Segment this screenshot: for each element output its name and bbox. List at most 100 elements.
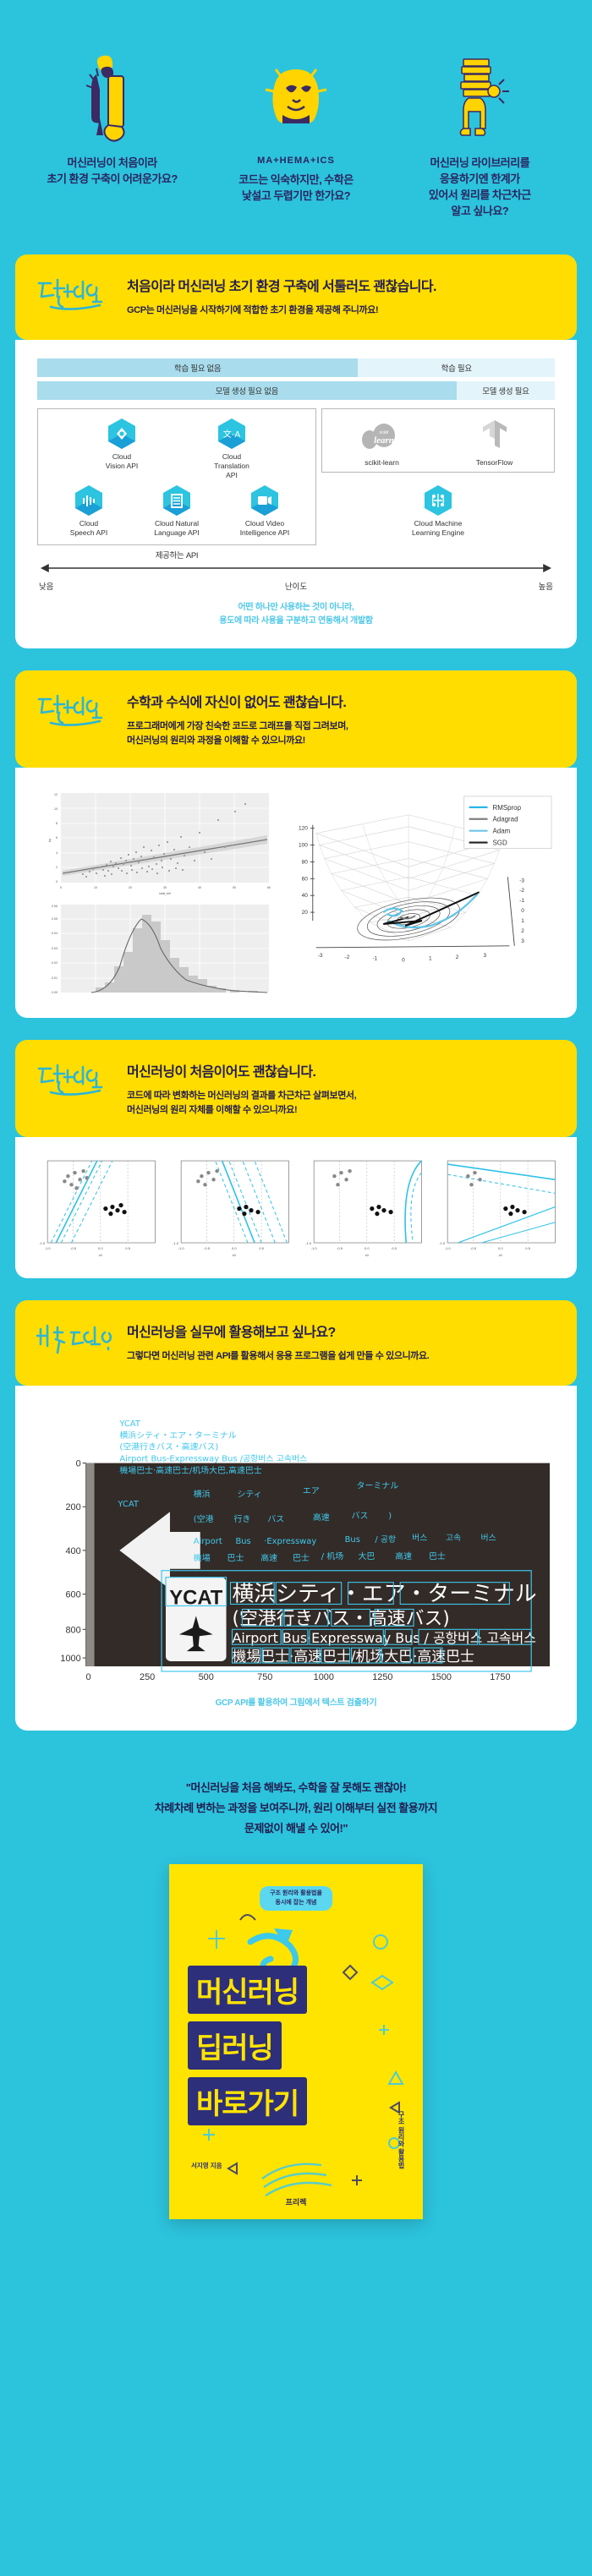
svg-text:0.05: 0.05: [52, 917, 58, 921]
mathematics-wordmark: MA+HEMA+ICS: [257, 156, 335, 166]
svg-text:250: 250: [140, 1672, 155, 1682]
svg-text:): ): [388, 1512, 392, 1521]
svg-text:0: 0: [76, 1459, 81, 1469]
difficulty-axis-arrow: [40, 563, 552, 572]
section-1-subtitle: GCP는 머신러닝을 시작하기에 적합한 초기 환경을 제공해 주니까요!: [127, 305, 379, 316]
gcp-bar-row-1: 학습 필요 없음 학습 필요: [37, 358, 555, 378]
classifier-panels: -1.0 -1.0 -0.5 0.0 0.5 x0: [32, 1156, 560, 1258]
svg-text:-1.0: -1.0: [173, 1241, 179, 1245]
svg-text:scikit: scikit: [379, 430, 389, 435]
svg-text:20: 20: [302, 911, 309, 916]
classifier-panel-1: -1.0 -1.0 -0.5 0.0 0.5 x0: [32, 1156, 161, 1258]
trace-rmsprop: [387, 893, 479, 929]
closing-line-2: 차례차례 변하는 과정을 보여주니까, 원리 이해부터 실전 활용까지: [154, 1801, 438, 1814]
svg-text:1000: 1000: [314, 1672, 334, 1682]
library-label-scikit-learn: scikit-learn: [365, 458, 399, 468]
book-title-line-2: 딥러닝: [188, 2021, 282, 2070]
svg-text:-2: -2: [345, 954, 350, 960]
svg-text:/ 机场: / 机场: [321, 1551, 343, 1561]
api-item-cloud-vision: Cloud Vision API: [85, 418, 158, 479]
svg-text:巴士: 巴士: [227, 1552, 244, 1563]
svg-text:800: 800: [65, 1625, 80, 1635]
svg-text:750: 750: [257, 1672, 272, 1682]
svg-text:-1.0: -1.0: [305, 1241, 312, 1245]
section-1-card: 학습 필요 없음 학습 필요 모델 생성 필요 없음 모델 생성 필요: [15, 340, 577, 648]
library-tensorflow: TensorFlow: [461, 418, 529, 467]
svg-text:Airport Bus-Expressway Bus /공항: Airport Bus-Expressway Bus /공항버스 고속버스: [119, 1454, 307, 1464]
svg-text:高速: 高速: [260, 1552, 277, 1563]
svg-text:-0.5: -0.5: [470, 1246, 477, 1250]
svg-text:tip: tip: [48, 839, 52, 842]
svg-text:x0: x0: [232, 1253, 236, 1257]
hero-section: 머신러닝이 처음이라 초기 환경 구축이 어려운가요? MA+HEMA+ICS: [0, 0, 592, 243]
svg-text:20: 20: [129, 886, 132, 889]
section-2-text: 수학과 수식에 자신이 없어도 괜찮습니다. 프로그래머에게 가장 친숙한 코드…: [127, 687, 558, 749]
svg-text:0.5: 0.5: [259, 1246, 264, 1250]
svg-text:-0.5: -0.5: [337, 1246, 343, 1250]
api-item-cloud-video-intelligence: Cloud Video Intelligence API: [228, 484, 301, 537]
svg-text:-1.0: -1.0: [444, 1246, 451, 1250]
section-2-subtitle: 프로그래머에게 가장 친숙한 코드로 그래프를 직접 그려보며, 머신러닝의 원…: [127, 720, 348, 747]
svg-text:6: 6: [56, 836, 58, 840]
hero-column-2: MA+HEMA+ICS 코드는 익숙하지만, 수학은 낯설고 두렵기만 한가요?: [211, 51, 381, 205]
section-3-title: 머신러닝이 처음이어도 괜찮습니다.: [127, 1064, 316, 1080]
cloud-ml-engine-label: Cloud Machine Learning Engine: [412, 519, 464, 537]
classifier-panel-3: -1.0 -1.0 -0.5 0.0 0.5 x0: [299, 1156, 427, 1258]
book-cover[interactable]: 구조 원리와 활용법을 동시에 잡는 개념 머신러닝 딥러닝 바로가기 서지영 …: [169, 1864, 423, 2220]
brush-lettering-3: [34, 1057, 115, 1107]
svg-text:バス: バス: [352, 1511, 369, 1521]
hero-text-2: 코드는 익숙하지만, 수학은 낯설고 두렵기만 한가요?: [238, 173, 354, 202]
svg-text:0.0: 0.0: [498, 1246, 503, 1250]
svg-text:1250: 1250: [372, 1672, 392, 1682]
api-label-cloud-video-intelligence: Cloud Video Intelligence API: [239, 519, 290, 537]
svg-text:-1.0: -1.0: [311, 1246, 318, 1250]
svg-text:x0: x0: [99, 1253, 103, 1257]
svg-text:·Expressway: ·Expressway: [264, 1537, 316, 1546]
svg-text:3: 3: [521, 938, 524, 944]
optimizer-3d-figure: 120 100 80 60 40 20: [282, 786, 560, 996]
svg-text:고속: 고속: [446, 1533, 461, 1543]
legend-adagrad: Adagrad: [492, 816, 518, 823]
hero-column-3: 머신러닝 라이브러리를 응용하기엔 한계가 있어서 원리를 차근차근 알고 싶나…: [395, 51, 564, 219]
svm-panel-3: -1.0 -1.0 -0.5 0.0 0.5 x0: [305, 1160, 423, 1257]
svg-text:60: 60: [267, 886, 271, 889]
svg-text:0.0: 0.0: [365, 1246, 370, 1250]
svg-text:行き: 行き: [233, 1513, 250, 1524]
book-author: 서지영 지음: [191, 2161, 222, 2169]
svg-text:버스: 버스: [412, 1533, 427, 1543]
book-title-line-1: 머신러닝: [188, 1966, 308, 2015]
svg-text:0.0: 0.0: [232, 1246, 237, 1250]
scikit-learn-logo: scikit learn: [361, 424, 395, 450]
svg-text:600: 600: [65, 1590, 80, 1600]
classifier-panel-2: -1.0 -1.0 -0.5 0.0 0.5 x0: [166, 1156, 294, 1258]
svg-text:Bus: Bus: [235, 1537, 250, 1546]
library-label-tensorflow: TensorFlow: [475, 458, 513, 468]
svg-text:バス: バス: [267, 1514, 284, 1524]
svg-text:10: 10: [54, 807, 58, 811]
hero-text-3: 머신러닝 라이브러리를 응용하기엔 한계가 있어서 원리를 차근차근 알고 싶나…: [428, 156, 531, 217]
ocr-detection-figure: 0 200 400 600 800 1000: [60, 1419, 551, 1682]
cloud-vision-api-icon: [108, 418, 135, 450]
svg-text:8: 8: [56, 822, 58, 825]
svg-text:Bus: Bus: [345, 1535, 360, 1545]
cloud-machine-learning-engine-icon: [425, 485, 452, 517]
sign-line-3: Airport Bus·Expressway Bus / 공항버스 고속버스: [232, 1630, 535, 1646]
section-3-banner: 머신러닝이 처음이어도 괜찮습니다. 코드에 따라 변화하는 머신러닝의 결과를…: [15, 1039, 577, 1137]
tensorflow-logo: [482, 420, 507, 449]
section-3-card: -1.0 -1.0 -0.5 0.0 0.5 x0: [15, 1136, 577, 1279]
svg-text:0: 0: [56, 880, 58, 883]
svg-text:1000: 1000: [60, 1654, 80, 1664]
legend-sgd: SGD: [492, 840, 507, 847]
cloud-translation-api-icon: 文-A: [218, 418, 245, 450]
section-3-text: 머신러닝이 처음이어도 괜찮습니다. 코드에 따라 변화하는 머신러닝의 결과를…: [127, 1057, 558, 1118]
brush-lettering-2: [34, 687, 115, 737]
svg-text:버스: 버스: [481, 1533, 496, 1543]
svg-text:文-A: 文-A: [223, 429, 241, 440]
difficulty-axis-labels: 낮음 난이도 높음: [39, 580, 553, 592]
hero-columns: 머신러닝이 처음이라 초기 환경 구축이 어려운가요? MA+HEMA+ICS: [0, 51, 592, 219]
gcp-bar-2-left: 모델 생성 필요 없음: [37, 381, 457, 401]
svg-text:-1.0: -1.0: [39, 1241, 46, 1245]
section-1-banner: 처음이라 머신러닝 초기 환경 구축에 서툴러도 괜찮습니다. GCP는 머신러…: [15, 254, 577, 341]
legend-rmsprop: RMSprop: [492, 804, 521, 812]
